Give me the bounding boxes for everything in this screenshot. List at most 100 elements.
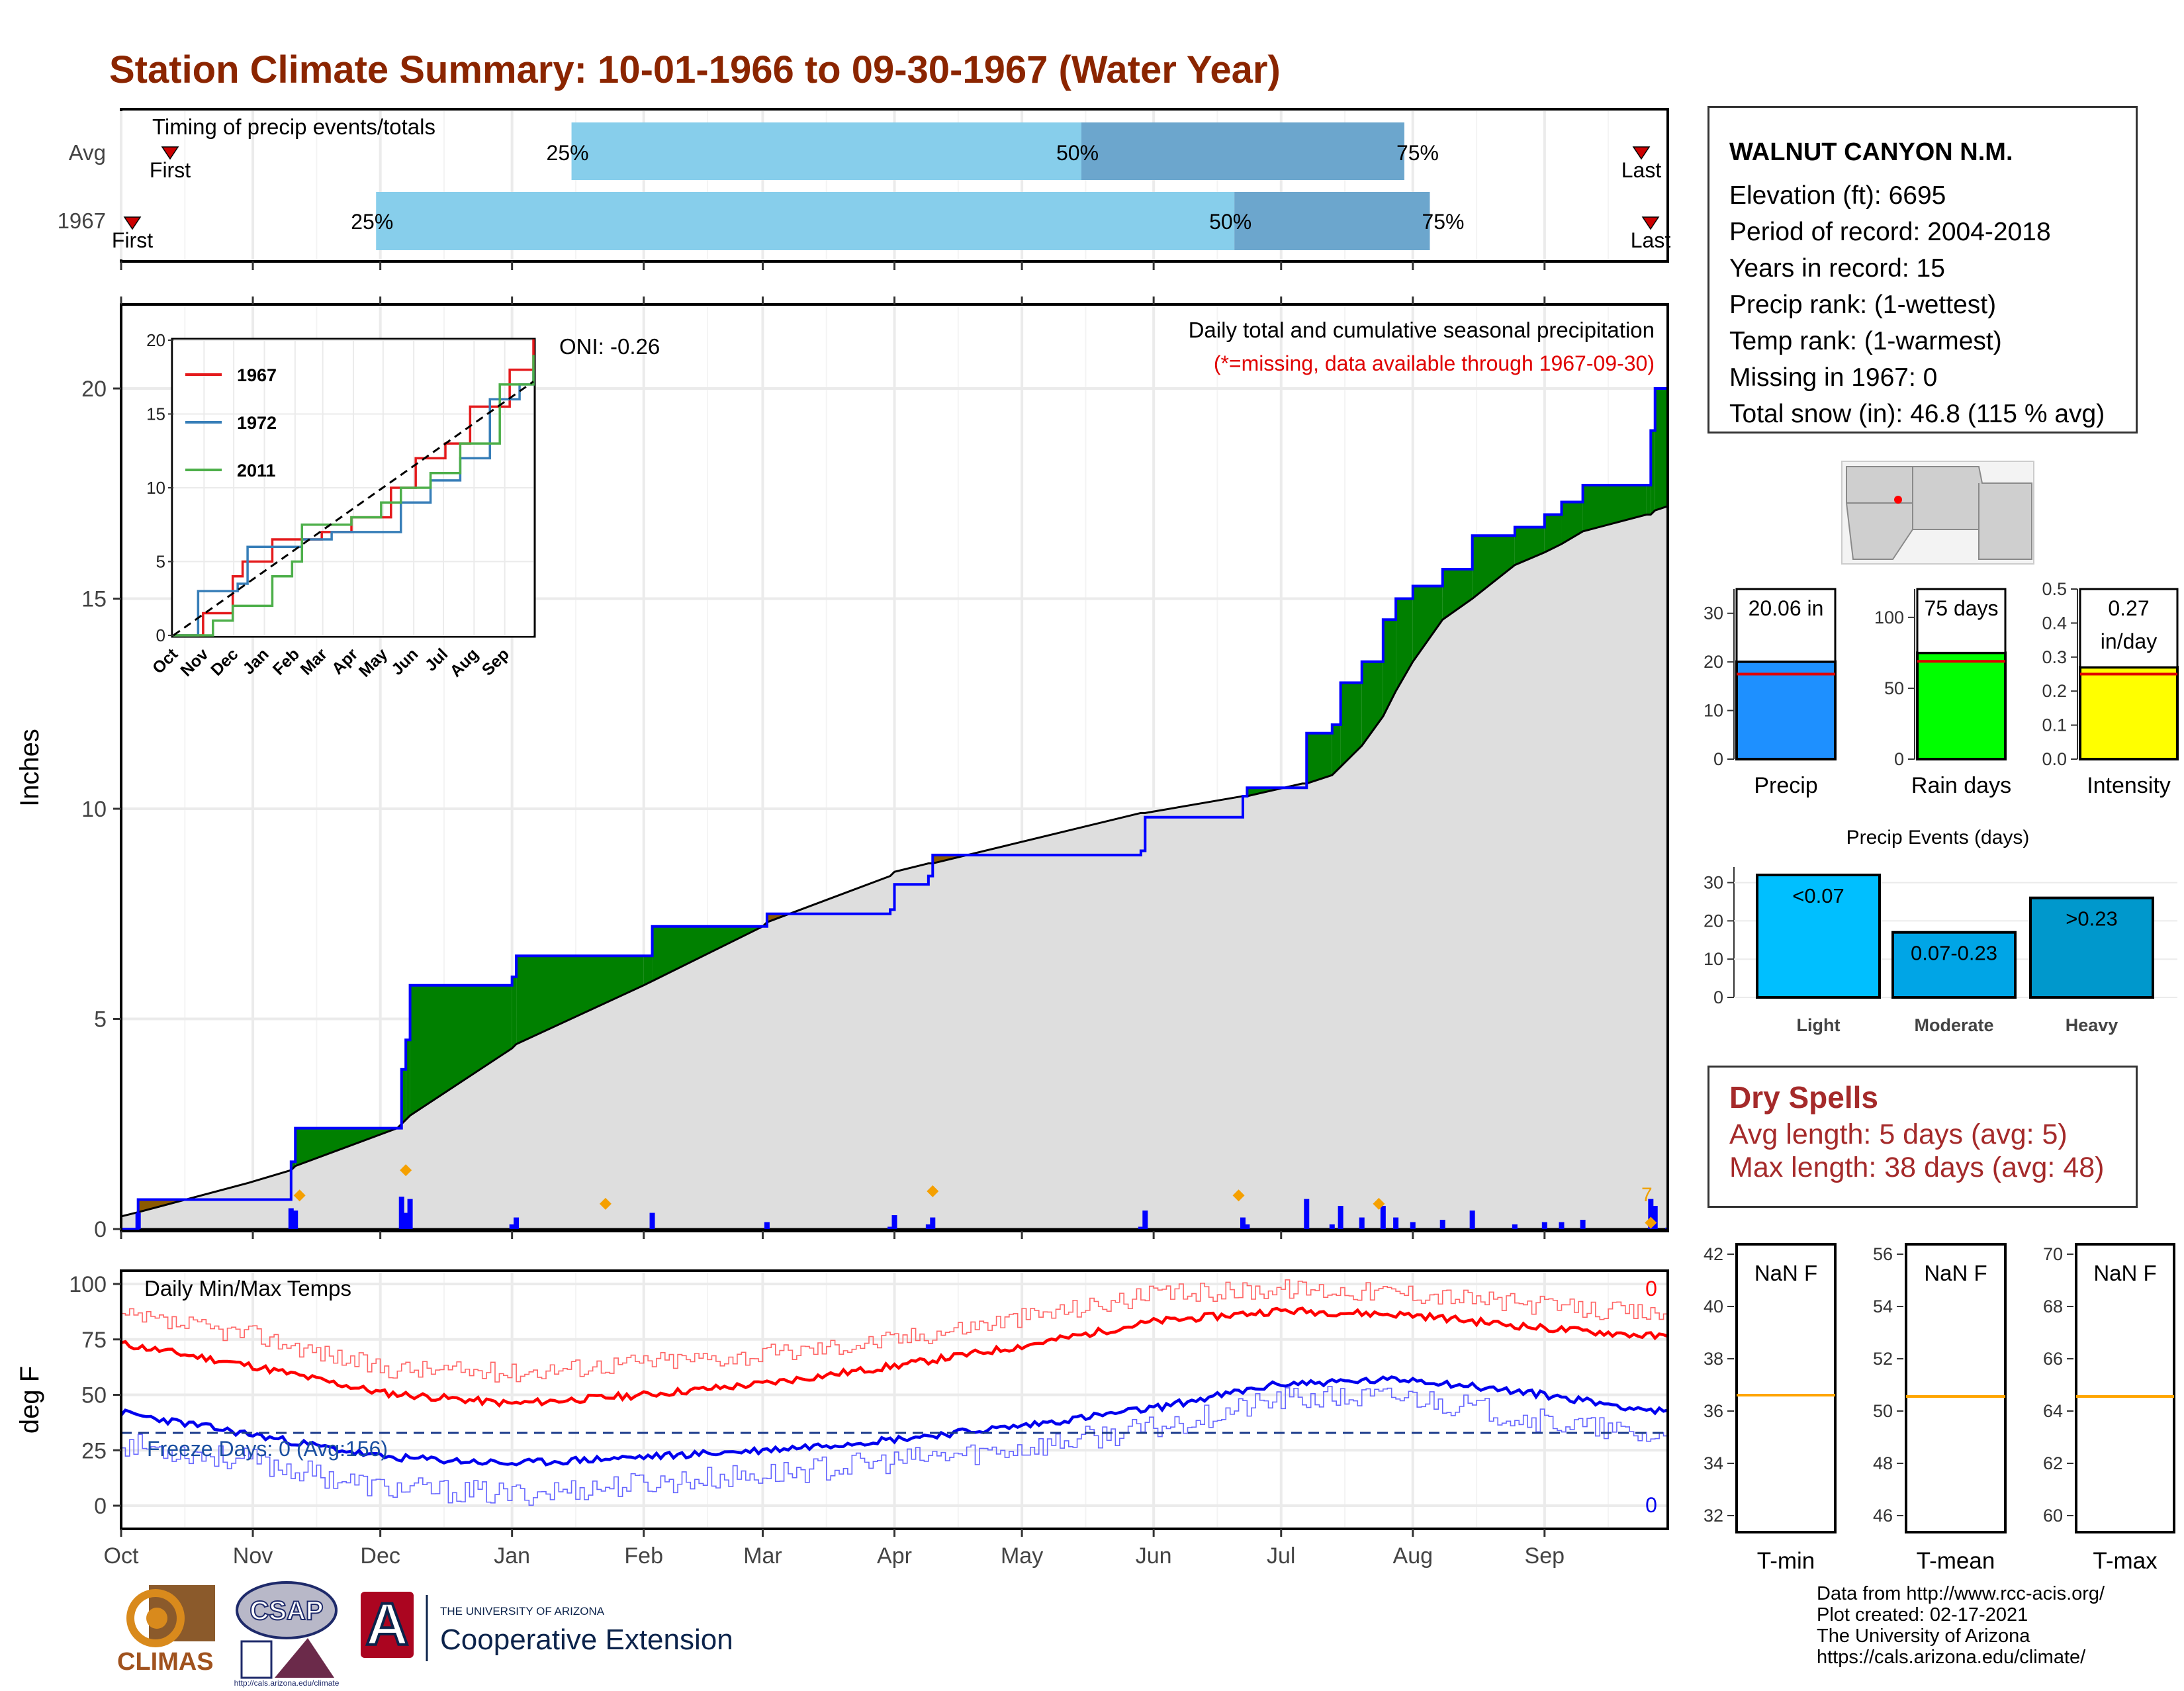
precip-y-label: Inches	[15, 729, 44, 807]
daily-precip-bar	[293, 1211, 298, 1229]
summary-bar-label: Precip	[1754, 773, 1817, 798]
ua-bottom-text: Cooperative Extension	[440, 1623, 733, 1656]
events-y-tick: 30	[1704, 873, 1723, 893]
daily-precip-bar	[930, 1217, 936, 1229]
precip-diff-fill	[1383, 619, 1396, 717]
q75-label: 75%	[1396, 141, 1439, 165]
temp-box-tick: 68	[2043, 1297, 2063, 1316]
precip-diff-fill	[1340, 682, 1362, 767]
events-bar-label: >0.23	[2066, 907, 2117, 931]
month-label: Jun	[1136, 1543, 1172, 1569]
q25-label: 25%	[547, 141, 589, 165]
normal-min-line	[121, 1375, 1668, 1467]
ua-top-text: THE UNIVERSITY OF ARIZONA	[440, 1605, 605, 1618]
last-label-avg: Last	[1621, 158, 1662, 182]
timing-row-avg: Avg	[69, 140, 106, 165]
month-label: Oct	[104, 1543, 139, 1569]
daily-precip-bar	[1240, 1217, 1246, 1229]
inset-y-tick: 5	[156, 552, 165, 572]
summary-bar	[1735, 660, 1837, 760]
first-label-year: First	[112, 228, 153, 252]
summary-bar	[2079, 666, 2179, 760]
station-location-dot	[1894, 496, 1902, 504]
station-temp-rank: Temp rank: (1-warmest)	[1729, 327, 2002, 355]
bar-y-tick: 100	[1874, 608, 1904, 627]
first-label-avg: First	[150, 158, 191, 182]
precip-diff-fill	[1582, 485, 1647, 531]
precip-events-chart: Precip Events (days) 0 10 20 30 <0.07 Light 0.0…	[1704, 827, 2177, 1035]
summary-value-text: in/day	[2101, 629, 2157, 653]
summary-value-text: 75 days	[1924, 596, 1998, 620]
precip-diff-fill	[516, 956, 644, 1044]
missing-note: (*=missing, data available through 1967-…	[1214, 351, 1655, 375]
y-tick-label: 10	[81, 797, 107, 822]
daily-precip-bar	[1648, 1199, 1654, 1229]
q25-label: 25%	[351, 210, 393, 234]
y-tick-label: 75	[81, 1328, 107, 1353]
last-marker-year	[1641, 216, 1660, 230]
precip-diff-fill	[1655, 388, 1668, 511]
events-bar	[2029, 896, 2154, 999]
events-y-tick: 0	[1713, 987, 1723, 1007]
events-title: Precip Events (days)	[1846, 827, 2030, 848]
missing-star: 7	[1641, 1184, 1653, 1206]
events-category: Light	[1797, 1015, 1841, 1035]
freeze-days-label: Freeze Days: 0 (Avg:156)	[147, 1437, 388, 1461]
temp-panel: 0 25 50 75 100 Oct Nov Dec Jan Feb Mar Apr May Jun Ju…	[15, 1269, 1669, 1569]
summary-value-box	[1735, 588, 1837, 663]
temp-box-tick: 42	[1704, 1244, 1723, 1264]
daily-precip-bar	[1512, 1224, 1518, 1229]
temp-label: Daily Min/Max Temps	[144, 1276, 351, 1301]
daily-precip-bar	[1541, 1222, 1547, 1229]
month-axis: Oct Nov Dec Jan Feb Mar Apr May Jun Jul Aug Sep	[104, 1529, 1565, 1569]
daily-precip-bar	[1393, 1217, 1399, 1229]
timing-bar-upper	[1081, 122, 1404, 180]
legend-1967: 1967	[237, 365, 277, 385]
snow-marker	[1373, 1197, 1385, 1210]
temp-box-tick: 52	[1873, 1349, 1893, 1369]
station-elevation: Elevation (ft): 6695	[1729, 181, 1946, 210]
temp-box-tick: 50	[1873, 1401, 1893, 1421]
daily-precip-bar	[407, 1199, 413, 1229]
temp-box-tick: 70	[2043, 1244, 2063, 1264]
daily-precip-bar	[398, 1197, 404, 1229]
legend-2011: 2011	[237, 461, 276, 480]
dry-spells-avg: Avg length: 5 days (avg: 5)	[1729, 1119, 2068, 1150]
timing-bar-upper	[1234, 192, 1430, 250]
station-years: Years in record: 15	[1729, 254, 1945, 283]
daily-precip-bar	[649, 1212, 655, 1229]
climas-logo: CLIMAS	[117, 1585, 215, 1676]
logo-strip: CLIMAS CSAP http://cals.arizona.edu/clim…	[109, 1578, 771, 1688]
credits: Data from http://www.rcc-acis.org/Plot c…	[1817, 1583, 2105, 1668]
last-marker-avg	[1632, 146, 1651, 160]
daily-precip-bar	[135, 1212, 141, 1229]
precip-diff-fill	[1472, 535, 1515, 599]
inset-average-line	[173, 381, 534, 637]
daily-precip-bar	[925, 1224, 931, 1229]
temp-box-tick: 66	[2043, 1349, 2063, 1369]
temp-box-label: T-max	[2093, 1548, 2158, 1574]
month-label: Sep	[1525, 1543, 1565, 1569]
precip-diff-fill	[512, 977, 517, 1048]
summary-value-box	[2079, 588, 2179, 668]
summary-bar	[1916, 651, 2007, 760]
timing-bar-lower	[571, 122, 1081, 180]
daily-precip-bar	[1329, 1224, 1335, 1229]
dry-spells-box: Dry Spells Avg length: 5 days (avg: 5) M…	[1707, 1066, 2138, 1208]
temp-box-tick: 64	[2043, 1401, 2063, 1421]
timing-bar-lower	[376, 192, 1235, 250]
cumulative-precip-line	[121, 386, 1668, 1230]
summary-bar-label: Rain days	[1911, 773, 2011, 798]
hot-count: 0	[1645, 1277, 1657, 1301]
inset-series-line	[173, 369, 535, 637]
snow-marker	[400, 1164, 412, 1177]
snow-marker	[1645, 1216, 1657, 1229]
credit-line: The University of Arizona	[1817, 1625, 2030, 1647]
month-label: Nov	[233, 1543, 273, 1569]
y-tick-label: 50	[81, 1383, 107, 1408]
daily-precip-bar	[1580, 1220, 1586, 1229]
events-category: Moderate	[1914, 1015, 1993, 1035]
q50-label: 50%	[1209, 210, 1251, 234]
daily-precip-bar	[1244, 1224, 1250, 1229]
